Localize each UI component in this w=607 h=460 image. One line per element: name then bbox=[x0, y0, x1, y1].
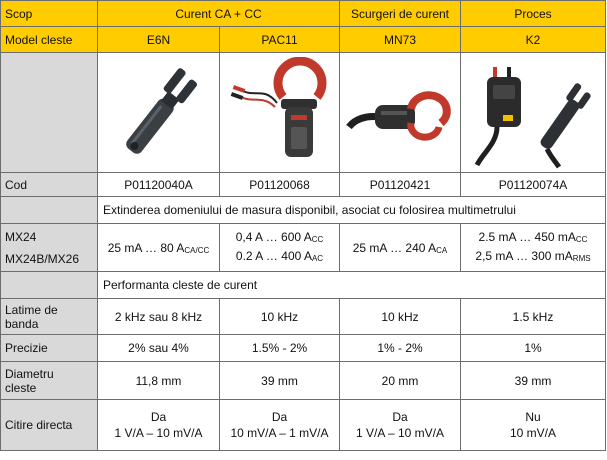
scope-process: Proces bbox=[460, 0, 606, 27]
diameter-pac11: 39 mm bbox=[219, 361, 340, 400]
diameter-row: Diametru cleste 11,8 mm 39 mm 20 mm 39 m… bbox=[0, 361, 606, 400]
bandwidth-mn73: 10 kHz bbox=[339, 298, 461, 335]
diameter-label: Diametru cleste bbox=[0, 361, 98, 400]
pac11-clamp-image bbox=[230, 56, 326, 157]
pac11-photo-cell bbox=[219, 52, 340, 173]
range-k2-line2: 2,5 mA … 300 mA bbox=[475, 248, 573, 263]
direct-read-row: Citire directa Da 1 V/A – 10 mV/A Da 10 … bbox=[0, 399, 606, 451]
k2-clamp-image bbox=[474, 66, 591, 168]
range-section-label-cell bbox=[0, 196, 98, 224]
model-mn73: MN73 bbox=[339, 26, 461, 53]
code-e6n: P01120040A bbox=[97, 172, 220, 197]
range-k2-line1: 2.5 mA … 450 mA bbox=[478, 229, 576, 244]
range-k2-unit2: RMS bbox=[572, 253, 591, 263]
e6n-photo-cell bbox=[97, 52, 220, 173]
range-k2: 2.5 mA … 450 mACC 2,5 mA … 300 mARMS bbox=[460, 223, 606, 272]
bandwidth-label: Latime de banda bbox=[0, 298, 98, 335]
direct-read-k2: Nu 10 mV/A bbox=[460, 399, 606, 451]
e6n-clamp-image bbox=[125, 67, 197, 154]
perf-section-title: Performanta cleste de curent bbox=[97, 271, 606, 299]
bandwidth-label-line1: Latime de bbox=[5, 302, 58, 317]
precision-pac11: 1.5% - 2% bbox=[219, 334, 340, 362]
perf-section-row: Performanta cleste de curent bbox=[0, 271, 606, 299]
direct-read-mn73: Da 1 V/A – 10 mV/A bbox=[339, 399, 461, 451]
scope-label: Scop bbox=[0, 0, 98, 27]
precision-label: Precizie bbox=[0, 334, 98, 362]
mn73-clamp-image bbox=[346, 90, 451, 141]
scope-ac-dc: Curent CA + CC bbox=[97, 0, 340, 27]
range-mn73-unit: CA bbox=[436, 245, 448, 255]
clamp-comparison-table: Scop Curent CA + CC Scurgeri de curent P… bbox=[0, 0, 606, 451]
direct-read-mn73-line1: Da bbox=[392, 410, 408, 424]
photo-row bbox=[0, 52, 606, 173]
direct-read-pac11: Da 10 mV/A – 1 mV/A bbox=[219, 399, 340, 451]
diameter-label-line2: cleste bbox=[5, 380, 37, 395]
range-pac11: 0,4 A … 600 ACC 0.2 A … 400 AAC bbox=[219, 223, 340, 272]
k2-photo-cell bbox=[460, 52, 606, 173]
direct-read-e6n: Da 1 V/A – 10 mV/A bbox=[97, 399, 220, 451]
range-pac11-unit2: AC bbox=[311, 253, 324, 263]
range-row: MX24 MX24B/MX26 25 mA … 80 ACA/CC 0,4 A … bbox=[0, 223, 606, 272]
diameter-label-line1: Diametru bbox=[5, 366, 54, 381]
direct-read-e6n-line2: 1 V/A – 10 mV/A bbox=[114, 426, 203, 440]
range-label-mx24b: MX24B/MX26 bbox=[5, 251, 80, 266]
perf-section-label-cell bbox=[0, 271, 98, 299]
direct-read-label: Citire directa bbox=[0, 399, 98, 451]
range-label: MX24 MX24B/MX26 bbox=[0, 223, 98, 272]
photo-label-cell bbox=[0, 52, 98, 173]
range-e6n: 25 mA … 80 ACA/CC bbox=[97, 223, 220, 272]
range-e6n-value: 25 mA … 80 A bbox=[107, 240, 185, 255]
range-k2-unit1: CC bbox=[575, 234, 588, 244]
range-section-title: Extinderea domeniului de masura disponib… bbox=[97, 196, 606, 224]
direct-read-k2-line2: 10 mV/A bbox=[509, 426, 557, 440]
diameter-e6n: 11,8 mm bbox=[97, 361, 220, 400]
diameter-mn73: 20 mm bbox=[339, 361, 461, 400]
scope-leakage: Scurgeri de curent bbox=[339, 0, 461, 27]
code-pac11: P01120068 bbox=[219, 172, 340, 197]
code-row: Cod P01120040A P01120068 P01120421 P0112… bbox=[0, 172, 606, 197]
mn73-photo-cell bbox=[339, 52, 461, 173]
precision-e6n: 2% sau 4% bbox=[97, 334, 220, 362]
model-k2: K2 bbox=[460, 26, 606, 53]
precision-mn73: 1% - 2% bbox=[339, 334, 461, 362]
precision-row: Precizie 2% sau 4% 1.5% - 2% 1% - 2% 1% bbox=[0, 334, 606, 362]
model-row: Model cleste E6N PAC11 MN73 K2 bbox=[0, 26, 606, 53]
bandwidth-pac11: 10 kHz bbox=[219, 298, 340, 335]
direct-read-k2-line1: Nu bbox=[525, 410, 541, 424]
bandwidth-e6n: 2 kHz sau 8 kHz bbox=[97, 298, 220, 335]
direct-read-pac11-line1: Da bbox=[271, 410, 288, 424]
direct-read-pac11-line2: 10 mV/A – 1 mV/A bbox=[230, 426, 329, 440]
range-section-row: Extinderea domeniului de masura disponib… bbox=[0, 196, 606, 224]
range-mn73-value: 25 mA … 240 A bbox=[352, 240, 437, 255]
precision-k2: 1% bbox=[460, 334, 606, 362]
code-mn73: P01120421 bbox=[339, 172, 461, 197]
bandwidth-row: Latime de banda 2 kHz sau 8 kHz 10 kHz 1… bbox=[0, 298, 606, 335]
range-e6n-unit: CA/CC bbox=[184, 245, 210, 255]
direct-read-e6n-line1: Da bbox=[150, 410, 167, 424]
model-e6n: E6N bbox=[97, 26, 220, 53]
model-label: Model cleste bbox=[0, 26, 98, 53]
model-pac11: PAC11 bbox=[219, 26, 340, 53]
range-pac11-line1: 0,4 A … 600 A bbox=[235, 229, 312, 244]
code-k2: P01120074A bbox=[460, 172, 606, 197]
code-label: Cod bbox=[0, 172, 98, 197]
range-label-mx24: MX24 bbox=[5, 229, 37, 244]
bandwidth-label-line2: banda bbox=[5, 316, 39, 331]
diameter-k2: 39 mm bbox=[460, 361, 606, 400]
scope-header-row: Scop Curent CA + CC Scurgeri de curent P… bbox=[0, 0, 606, 27]
range-mn73: 25 mA … 240 ACA bbox=[339, 223, 461, 272]
bandwidth-k2: 1.5 kHz bbox=[460, 298, 606, 335]
range-pac11-unit1: CC bbox=[311, 234, 324, 244]
direct-read-mn73-line2: 1 V/A – 10 mV/A bbox=[355, 426, 445, 440]
range-pac11-line2: 0.2 A … 400 A bbox=[235, 248, 312, 263]
